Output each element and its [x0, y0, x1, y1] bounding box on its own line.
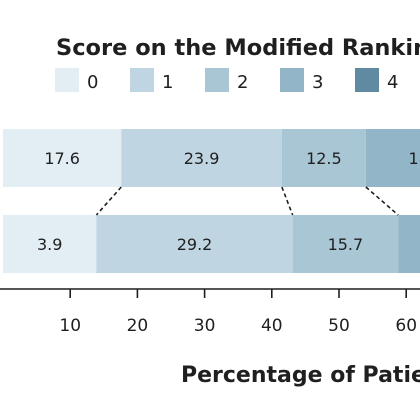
- legend-title: Score on the Modified Rankin Scale: [56, 35, 420, 61]
- bars-layer: [3, 129, 420, 273]
- legend-label-2: 2: [237, 72, 248, 93]
- x-tick-label-30: 30: [194, 316, 216, 336]
- bar-row1-label-3: 18.0: [409, 149, 420, 168]
- bar-row2-label-2: 15.7: [328, 235, 364, 254]
- bar-row1-segment-3: [365, 129, 420, 187]
- bar-row1-segment-0: [3, 129, 122, 187]
- bar-row2-segment-3: [398, 215, 420, 273]
- value-labels-layer: 17.623.912.518.03.929.215.71: [37, 149, 420, 254]
- legend-label-4: 4: [387, 72, 398, 93]
- legend-label-0: 0: [87, 72, 98, 93]
- bar-row2-segment-0: [3, 215, 97, 273]
- legend-swatch-4: [355, 68, 379, 92]
- legend-label-1: 1: [162, 72, 173, 93]
- x-tick-label-20: 20: [127, 316, 149, 336]
- bar-row2-segment-1: [96, 215, 293, 273]
- connector-line-3: [365, 186, 399, 216]
- bar-row1-label-1: 23.9: [184, 149, 220, 168]
- legend: Score on the Modified Rankin Scale 0 1 2 3 4: [55, 35, 420, 93]
- bar-row2-label-1: 29.2: [177, 235, 213, 254]
- legend-label-3: 3: [312, 72, 323, 93]
- x-tick-label-60: 60: [395, 316, 417, 336]
- legend-swatch-3: [280, 68, 304, 92]
- bar-row1-segment-1: [121, 129, 282, 187]
- x-axis-label: Percentage of Patients: [181, 363, 420, 388]
- legend-swatch-0: [55, 68, 79, 92]
- connector-line-1: [95, 186, 122, 216]
- legend-swatch-2: [205, 68, 229, 92]
- x-tick-label-10: 10: [59, 316, 81, 336]
- x-axis: 10 20 30 40 50 60: [0, 288, 420, 336]
- connector-line-2: [281, 186, 294, 216]
- bar-row1-label-0: 17.6: [44, 149, 80, 168]
- bar-row2-label-0: 3.9: [37, 235, 62, 254]
- x-tick-label-40: 40: [261, 316, 283, 336]
- legend-swatch-1: [130, 68, 154, 92]
- bar-row1-segment-2: [281, 129, 366, 187]
- bar-row2-segment-2: [292, 215, 399, 273]
- connectors-layer: [95, 186, 399, 216]
- x-tick-label-50: 50: [328, 316, 350, 336]
- bar-row1-label-2: 12.5: [306, 149, 342, 168]
